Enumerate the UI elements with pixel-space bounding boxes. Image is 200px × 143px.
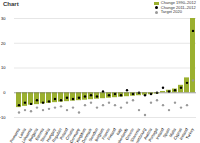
- svg-text:−10: −10: [0, 115, 6, 120]
- svg-text:0: 0: [3, 90, 6, 95]
- svg-text:Sweden: Sweden: [87, 127, 99, 143]
- svg-text:Belgium: Belgium: [93, 127, 105, 143]
- svg-text:Bulgaria: Bulgaria: [27, 127, 39, 143]
- svg-text:Turkey: Turkey: [185, 127, 195, 140]
- svg-text:Austria: Austria: [142, 127, 153, 141]
- html-text:Change 1990–2012: Change 1990–2012: [160, 0, 196, 5]
- svg-text:Croatia: Croatia: [64, 127, 75, 141]
- svg-text:Portugal: Portugal: [147, 127, 159, 143]
- svg-text:30: 30: [1, 16, 6, 21]
- svg-text:Iceland: Iceland: [178, 127, 189, 141]
- svg-text:France: France: [100, 127, 111, 141]
- svg-text:Estonia: Estonia: [34, 127, 45, 142]
- svg-text:Italy: Italy: [115, 127, 123, 136]
- svg-text:10: 10: [1, 65, 6, 70]
- svg-text:20: 20: [1, 41, 6, 46]
- svg-text:Cyprus: Cyprus: [172, 127, 183, 141]
- svg-text:Hungary: Hungary: [45, 127, 57, 143]
- html-text:Chart: Chart: [3, 1, 19, 7]
- svg-text:Ireland: Ireland: [154, 127, 165, 141]
- svg-text:Latvia: Latvia: [17, 127, 27, 139]
- svg-text:Poland: Poland: [58, 127, 69, 141]
- svg-text:Malta: Malta: [167, 127, 177, 139]
- svg-text:Slovakia: Slovakia: [39, 127, 51, 143]
- svg-text:Slovenia: Slovenia: [129, 127, 141, 143]
- html-text:Target 2020: Target 2020: [160, 9, 182, 15]
- svg-text:Spain: Spain: [161, 127, 171, 139]
- html-text:Change 2011–2012: Change 2011–2012: [160, 4, 196, 10]
- svg-text:Finland: Finland: [106, 127, 117, 141]
- svg-text:Greece: Greece: [124, 127, 135, 141]
